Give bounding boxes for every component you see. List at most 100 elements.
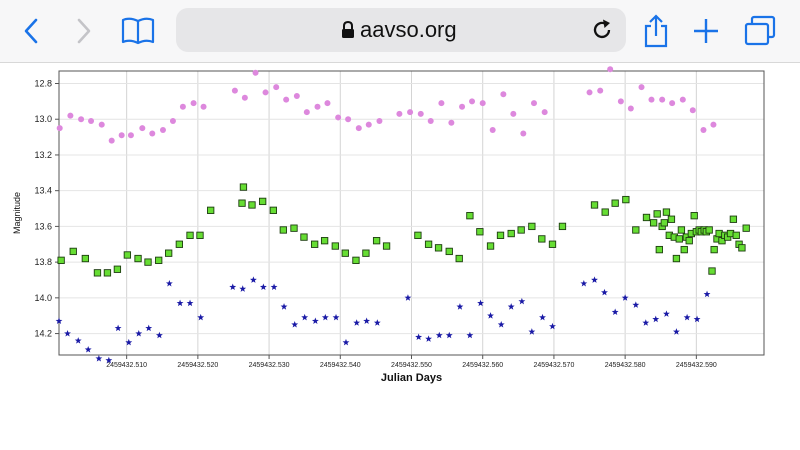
- url-text: aavso.org: [360, 17, 457, 42]
- magnitude-point-circle: [169, 118, 176, 125]
- light-curve-chart: 2459432.510 2459432.520 2459432.530 2459432…: [12, 66, 765, 384]
- magnitude-point-square: [642, 213, 651, 222]
- magnitude-point-square: [507, 229, 515, 238]
- magnitude-point-circle: [689, 107, 696, 114]
- data-points: [55, 66, 750, 364]
- magnitude-point-star: [155, 331, 163, 339]
- magnitude-point-circle: [190, 100, 197, 107]
- magnitude-point-star: [632, 301, 640, 308]
- x-axis-label: Julian Days: [381, 372, 442, 384]
- magnitude-point-star: [135, 329, 143, 337]
- magnitude-point-circle: [500, 91, 507, 98]
- magnitude-point-circle: [283, 96, 290, 103]
- magnitude-point-star: [165, 279, 173, 287]
- magnitude-point-square: [259, 197, 267, 206]
- y-tick-label: 13.2: [34, 150, 52, 160]
- tabs-button[interactable]: [740, 11, 780, 51]
- y-axis-ticks: 12.8 13.0 13.2 13.4 13.6 13.8 14.0 14.2: [34, 79, 59, 339]
- magnitude-point-square: [690, 212, 698, 220]
- magnitude-point-star: [456, 303, 464, 310]
- forward-button[interactable]: [64, 11, 104, 51]
- magnitude-point-circle: [407, 109, 414, 116]
- reload-icon[interactable]: [590, 18, 614, 42]
- y-tick-label: 13.0: [34, 114, 52, 124]
- magnitude-point-square: [710, 245, 718, 254]
- magnitude-point-star: [539, 313, 546, 321]
- x-tick-label: 2459432.580: [605, 362, 646, 369]
- magnitude-point-square: [538, 235, 546, 243]
- chart-container: 2459432.510 2459432.520 2459432.530 2459432…: [0, 63, 800, 393]
- magnitude-point-square: [622, 195, 630, 204]
- new-tab-button[interactable]: [686, 11, 726, 51]
- address-bar[interactable]: aavso.org: [176, 8, 626, 52]
- magnitude-point-square: [662, 208, 671, 216]
- magnitude-point-star: [693, 315, 701, 323]
- magnitude-point-circle: [78, 116, 85, 123]
- magnitude-point-square: [632, 226, 640, 234]
- magnitude-point-star: [280, 303, 288, 310]
- magnitude-point-circle: [638, 84, 645, 91]
- magnitude-point-star: [591, 276, 598, 283]
- magnitude-point-square: [649, 219, 658, 227]
- magnitude-point-star: [518, 297, 526, 305]
- magnitude-point-star: [487, 312, 494, 319]
- magnitude-point-square: [362, 249, 370, 257]
- magnitude-point-circle: [520, 130, 527, 137]
- magnitude-point-star: [425, 335, 433, 342]
- back-button[interactable]: [11, 11, 51, 51]
- magnitude-point-square: [165, 249, 173, 257]
- share-button[interactable]: [636, 11, 676, 51]
- magnitude-point-circle: [510, 110, 517, 117]
- magnitude-point-square: [708, 267, 716, 275]
- magnitude-point-circle: [448, 119, 455, 126]
- magnitude-point-circle: [159, 126, 166, 133]
- magnitude-point-star: [74, 337, 82, 344]
- magnitude-point-circle: [438, 100, 445, 107]
- magnitude-point-circle: [345, 116, 352, 123]
- magnitude-point-star: [373, 319, 381, 326]
- magnitude-point-circle: [700, 126, 707, 133]
- magnitude-point-square: [341, 249, 349, 257]
- magnitude-point-star: [580, 279, 588, 287]
- magnitude-point-star: [497, 321, 505, 328]
- magnitude-point-star: [125, 338, 133, 346]
- magnitude-point-circle: [417, 110, 424, 117]
- magnitude-point-square: [320, 237, 329, 245]
- magnitude-point-square: [123, 251, 132, 259]
- magnitude-point-circle: [365, 121, 372, 128]
- magnitude-point-star: [703, 290, 711, 298]
- magnitude-point-star: [176, 299, 184, 307]
- magnitude-point-star: [270, 283, 278, 291]
- magnitude-point-square: [382, 242, 391, 250]
- magnitude-point-circle: [231, 87, 238, 94]
- magnitude-point-circle: [118, 132, 125, 139]
- magnitude-point-star: [321, 313, 329, 321]
- magnitude-point-square: [239, 183, 248, 191]
- magnitude-point-star: [642, 319, 650, 326]
- x-tick-label: 2459432.510: [106, 362, 147, 369]
- magnitude-point-circle: [139, 125, 146, 132]
- magnitude-point-square: [248, 201, 256, 209]
- magnitude-point-square: [496, 231, 505, 239]
- magnitude-point-square: [611, 199, 619, 207]
- magnitude-point-star: [64, 329, 71, 337]
- magnitude-point-star: [663, 310, 670, 317]
- x-tick-label: 2459432.590: [676, 362, 717, 369]
- magnitude-point-circle: [396, 110, 403, 117]
- magnitude-point-star: [239, 285, 247, 292]
- magnitude-point-square: [685, 237, 693, 245]
- magnitude-point-star: [145, 324, 153, 332]
- magnitude-point-star: [249, 276, 257, 283]
- bookmarks-button[interactable]: [118, 11, 158, 51]
- magnitude-point-star: [186, 299, 194, 307]
- magnitude-point-circle: [179, 103, 186, 110]
- magnitude-point-circle: [108, 137, 115, 144]
- y-tick-label: 13.6: [34, 221, 52, 231]
- magnitude-point-circle: [669, 100, 676, 107]
- magnitude-point-square: [486, 242, 495, 250]
- magnitude-point-circle: [376, 118, 383, 125]
- magnitude-point-square: [186, 231, 194, 239]
- y-tick-label: 13.8: [34, 257, 52, 267]
- magnitude-point-circle: [659, 96, 666, 103]
- magnitude-point-square: [238, 199, 246, 207]
